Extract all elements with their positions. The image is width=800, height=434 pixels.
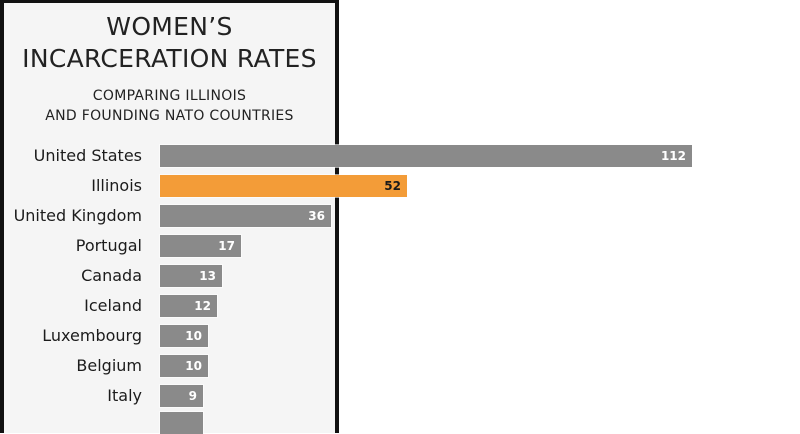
bar[interactable]: 17 [160,235,241,257]
bar[interactable]: 10 [160,355,208,377]
bar[interactable]: 10 [160,325,208,347]
value-label: 52 [384,179,401,193]
value-label: 13 [199,269,216,283]
value-label: 10 [185,329,202,343]
bar-row: United States 112 [0,145,800,167]
chart-title-line2: INCARCERATION RATES [22,44,317,73]
bar-row: Belgium 10 [0,355,800,377]
value-label: 12 [194,299,211,313]
bar-row: United Kingdom 36 [0,205,800,227]
category-label: Canada [81,266,142,285]
category-label: Iceland [84,296,142,315]
value-label: 10 [185,359,202,373]
category-label: United Kingdom [13,206,142,225]
category-label: Portugal [75,236,142,255]
bar[interactable]: 12 [160,295,217,317]
value-label: 17 [218,239,235,253]
bar[interactable]: 36 [160,205,331,227]
bar[interactable]: 52 [160,175,407,197]
chart-subtitle-line2: AND FOUNDING NATO COUNTRIES [45,108,294,124]
category-label: Italy [107,386,142,405]
value-label: 112 [660,149,686,163]
bar-row: Italy 9 [0,385,800,407]
value-label: 9 [188,389,197,403]
value-label: 36 [308,209,325,223]
bar-row: Portugal 17 [0,235,800,257]
category-label: Luxembourg [42,326,142,345]
bar-row: Iceland 12 [0,295,800,317]
bar-row: Canada 13 [0,265,800,287]
bar-row: Illinois 52 [0,175,800,197]
bar-row-cutoff [0,412,800,434]
bar[interactable]: 13 [160,265,222,287]
category-label: United States [33,146,142,165]
chart-subtitle-line1: COMPARING ILLINOIS [92,88,247,104]
bar[interactable]: 112 [160,145,692,167]
category-label: Illinois [91,176,142,195]
chart-title-line1: WOMEN’S [106,12,233,41]
bar-cutoff[interactable] [160,412,203,434]
bar[interactable]: 9 [160,385,203,407]
bar-row: Luxembourg 10 [0,325,800,347]
category-label: Belgium [76,356,142,375]
